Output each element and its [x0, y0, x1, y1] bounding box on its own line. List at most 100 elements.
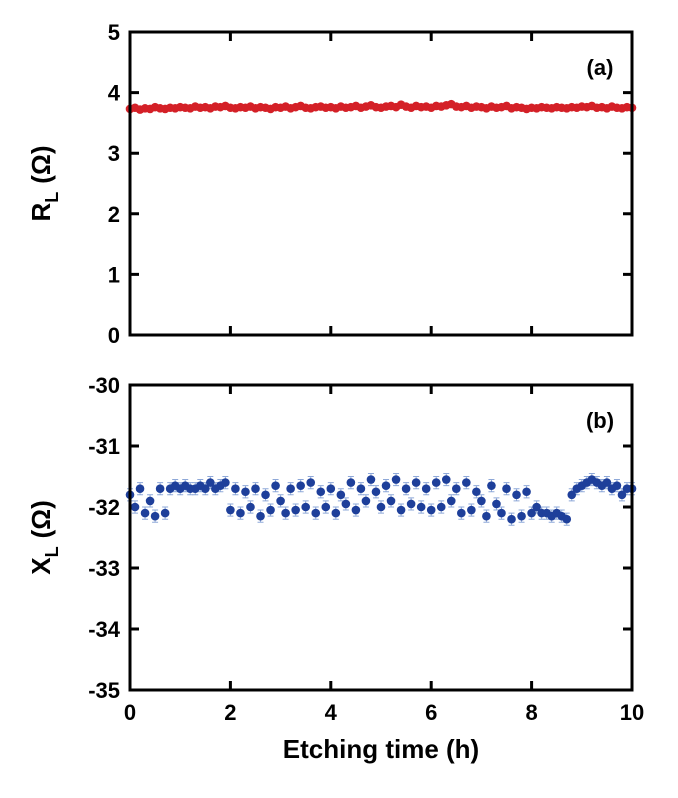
- data-point: [492, 499, 501, 509]
- x-tick-label: 2: [224, 700, 236, 725]
- data-point: [226, 505, 235, 515]
- data-point: [472, 487, 481, 497]
- data-point: [135, 484, 145, 494]
- data-point: [366, 475, 376, 484]
- data-point: [351, 505, 361, 515]
- data-point: [457, 508, 466, 518]
- data-point: [256, 511, 265, 521]
- data-point: [376, 502, 386, 512]
- data-point: [150, 511, 160, 521]
- data-point: [321, 502, 331, 512]
- x-tick-label: 8: [525, 700, 537, 725]
- y-axis-label: RL (Ω): [26, 146, 62, 222]
- data-point: [130, 502, 140, 512]
- y-tick-label: -32: [88, 495, 120, 520]
- data-point: [416, 502, 426, 512]
- y-tick-label: 3: [108, 141, 120, 166]
- data-point: [160, 508, 170, 518]
- data-point: [426, 505, 436, 515]
- data-point: [396, 505, 406, 515]
- data-point: [341, 499, 351, 509]
- data-point: [617, 490, 627, 500]
- data-point: [482, 511, 491, 521]
- data-point: [452, 484, 461, 494]
- y-tick-label: -30: [88, 373, 120, 398]
- y-axis-label: XL (Ω): [26, 500, 62, 575]
- plot-frame: [128, 383, 634, 692]
- data-point: [411, 478, 421, 487]
- y-label-main: X: [26, 557, 56, 575]
- data-point: [562, 514, 572, 524]
- data-point: [612, 481, 622, 490]
- data-point: [311, 508, 321, 518]
- data-point: [281, 508, 290, 518]
- data-point: [206, 478, 215, 487]
- data-point: [532, 502, 541, 512]
- x-axis-label: Etching time (h): [283, 734, 479, 764]
- data-point: [497, 508, 506, 518]
- y-tick-label: -34: [88, 617, 121, 642]
- data-point: [401, 484, 411, 494]
- x-tick-label: 6: [425, 700, 437, 725]
- data-point: [487, 481, 496, 490]
- data-point: [271, 481, 280, 490]
- data-point: [356, 484, 366, 494]
- data-point: [462, 478, 471, 487]
- data-point: [331, 508, 341, 518]
- data-point: [306, 478, 316, 487]
- data-point: [602, 478, 612, 487]
- data-point: [326, 484, 336, 494]
- data-point: [301, 502, 311, 512]
- data-point: [391, 475, 401, 484]
- data-point: [236, 508, 245, 518]
- data-point: [201, 484, 210, 494]
- data-point: [221, 478, 230, 487]
- x-tick-label: 0: [124, 700, 136, 725]
- y-tick-label: 0: [108, 323, 120, 348]
- data-point: [431, 478, 441, 487]
- y-tick-label: 2: [108, 202, 120, 227]
- data-point: [140, 508, 150, 518]
- y-tick-label: -33: [88, 556, 120, 581]
- y-label-subscript: L: [42, 546, 62, 557]
- data-point: [522, 487, 531, 497]
- y-tick-label: -31: [88, 434, 120, 459]
- data-point: [346, 478, 356, 487]
- data-point: [261, 490, 270, 500]
- data-point: [446, 496, 456, 506]
- data-point: [241, 487, 250, 497]
- x-tick-label: 4: [325, 700, 338, 725]
- data-point: [246, 502, 255, 512]
- data-point: [231, 484, 240, 494]
- data-point: [286, 484, 295, 494]
- data-point: [296, 481, 305, 490]
- data-point: [421, 484, 431, 494]
- y-label-main: R: [26, 202, 56, 221]
- data-point: [251, 484, 260, 494]
- data-point: [477, 496, 486, 506]
- y-label-subscript: L: [42, 192, 62, 203]
- data-point: [512, 490, 521, 500]
- data-point: [336, 490, 346, 500]
- data-point: [502, 484, 511, 494]
- y-label-unit: (Ω): [26, 146, 56, 184]
- panel-label: (a): [587, 55, 614, 80]
- panel-label: (b): [586, 408, 614, 433]
- x-tick-label: 10: [620, 700, 644, 725]
- data-point: [467, 505, 476, 515]
- data-point: [291, 505, 300, 515]
- data-point: [441, 475, 451, 484]
- data-point: [155, 484, 165, 494]
- y-tick-label: -35: [88, 678, 120, 703]
- y-tick-label: 1: [108, 262, 120, 287]
- y-tick-label: 5: [108, 20, 120, 45]
- data-point: [266, 505, 275, 515]
- y-label-unit: (Ω): [26, 500, 56, 538]
- y-tick-label: 4: [108, 81, 121, 106]
- data-point: [361, 496, 371, 506]
- data-point: [406, 499, 416, 509]
- data-point: [386, 496, 396, 506]
- data-point: [527, 508, 536, 518]
- plot-frame: [128, 30, 634, 337]
